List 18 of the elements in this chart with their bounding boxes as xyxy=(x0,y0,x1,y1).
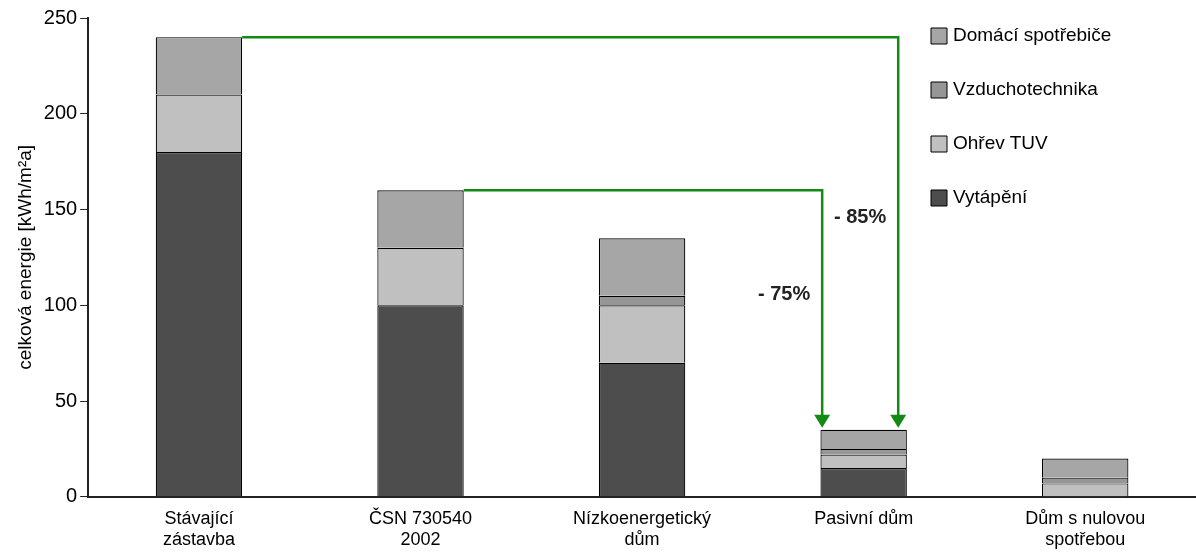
legend-label: Ohřev TUV xyxy=(953,132,1048,154)
y-tick-label: 100 xyxy=(43,292,78,315)
legend-label: Domácí spotřebiče xyxy=(953,24,1112,46)
y-tick-label: 150 xyxy=(43,197,78,220)
y-tick-label: 50 xyxy=(54,388,78,411)
legend-label: Vytápění xyxy=(953,186,1029,208)
annotation: - 85% xyxy=(833,204,887,227)
y-tick-label: 250 xyxy=(43,5,78,28)
x-tick-label: Pasivní dům xyxy=(814,507,914,528)
x-tick-label: ČSN 730540 2002 xyxy=(368,506,473,550)
x-tick-label: Nízkoenergetický dům xyxy=(573,507,712,550)
y-tick-label: 0 xyxy=(66,484,78,507)
legend-label: Vzduchotechnika xyxy=(953,78,1099,100)
y-axis-title: celková energie [kWh/m²a] xyxy=(13,144,35,370)
x-tick-label: Stávající zástavba xyxy=(162,507,236,550)
y-tick-label: 200 xyxy=(43,101,78,124)
x-tick-label: Dům s nulovou spotřebou xyxy=(1025,507,1146,550)
annotation: - 75% xyxy=(757,281,811,304)
